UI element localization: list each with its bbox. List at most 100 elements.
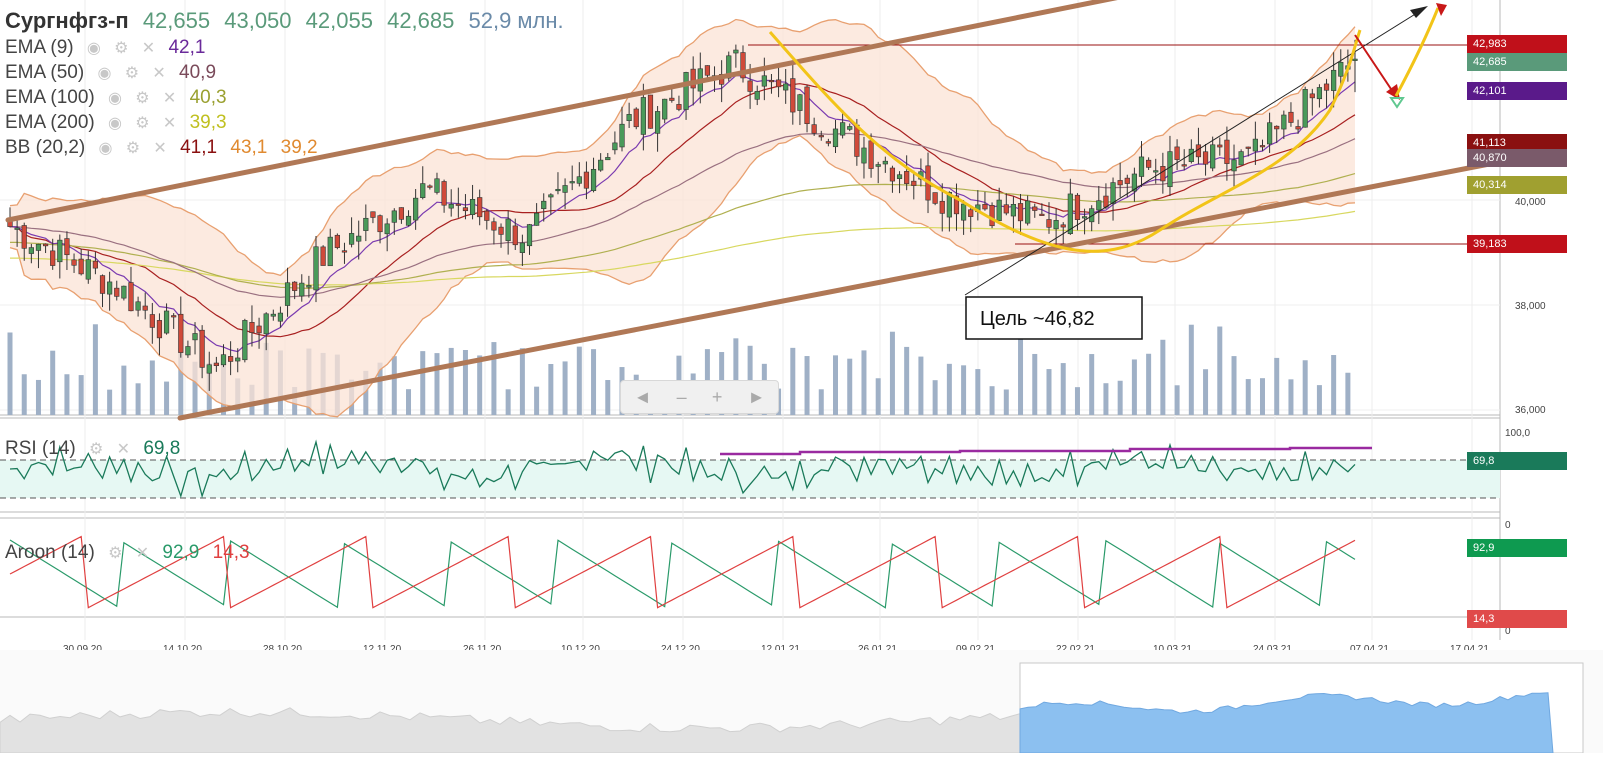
- volume-bar: [975, 369, 981, 415]
- ticker-symbol: Сургнфгз-п: [5, 8, 129, 33]
- candle: [99, 275, 106, 294]
- gear-icon[interactable]: ⚙: [124, 65, 140, 82]
- candle: [704, 65, 711, 76]
- volume-bar: [149, 360, 155, 415]
- volume-bar: [534, 386, 540, 415]
- x-axis-label: 14.10.20: [163, 644, 202, 655]
- candle: [405, 215, 412, 226]
- candle: [1131, 173, 1137, 192]
- candle: [562, 185, 568, 193]
- legend-ema9: EMA (9) ◉ ⚙ ✕ 42,1: [5, 37, 205, 59]
- candle: [1074, 194, 1081, 220]
- eye-icon[interactable]: ◉: [98, 140, 113, 157]
- candle: [484, 210, 490, 221]
- volume-bar: [1089, 354, 1095, 415]
- candle: [1259, 145, 1266, 148]
- volume-bar: [591, 349, 597, 415]
- candle: [370, 211, 376, 218]
- legend-aroon: Aroon (14) ⚙ ✕ 92,9 14,3: [5, 542, 250, 564]
- aroon-axis-0: 0: [1505, 626, 1511, 637]
- close-icon[interactable]: ✕: [135, 545, 150, 562]
- legend-ema100-value: 40,3: [189, 87, 227, 108]
- close-icon[interactable]: ✕: [152, 65, 166, 82]
- gear-icon[interactable]: ⚙: [89, 441, 104, 458]
- eye-icon[interactable]: ◉: [108, 115, 123, 132]
- eye-icon[interactable]: ◉: [97, 65, 112, 82]
- scroll-left-button[interactable]: ◄: [633, 386, 652, 407]
- candle: [911, 180, 917, 186]
- candle: [1060, 224, 1066, 228]
- x-axis-label: 10.03.21: [1153, 644, 1192, 655]
- eye-icon[interactable]: ◉: [108, 90, 123, 107]
- candle: [1331, 69, 1337, 91]
- candle: [1124, 177, 1130, 184]
- gear-icon[interactable]: ⚙: [114, 40, 129, 57]
- close-icon[interactable]: ✕: [162, 90, 177, 107]
- close-icon[interactable]: ✕: [162, 115, 177, 132]
- aroon-up-tag: 92,9: [1467, 539, 1567, 557]
- candle: [541, 200, 547, 209]
- price-tag-bb-mid: 41,113: [1467, 134, 1567, 152]
- volume-bar: [1103, 383, 1109, 415]
- volume-bar: [861, 350, 867, 415]
- zoom-out-button[interactable]: –: [676, 386, 687, 407]
- scroll-right-button[interactable]: ►: [747, 386, 766, 407]
- close-icon[interactable]: ✕: [116, 441, 131, 458]
- volume-bar: [491, 342, 497, 415]
- candle: [754, 91, 760, 100]
- volume-bar: [548, 364, 554, 415]
- candle: [534, 212, 540, 226]
- volume-bar: [576, 346, 582, 415]
- volume-bar: [1288, 379, 1294, 415]
- candle: [85, 259, 91, 280]
- candle: [185, 346, 191, 356]
- close-icon[interactable]: ✕: [153, 140, 167, 157]
- candle: [590, 168, 597, 191]
- eye-icon[interactable]: ◉: [86, 40, 101, 57]
- volume-bar: [1259, 378, 1265, 415]
- volume-bar: [7, 332, 13, 415]
- candle: [1153, 170, 1159, 173]
- candle: [989, 205, 995, 227]
- price-tick-36: 36,000: [1515, 405, 1546, 416]
- candle: [42, 243, 49, 247]
- candle: [142, 305, 148, 311]
- candle: [904, 171, 910, 184]
- volume-bar: [1302, 360, 1308, 415]
- candle: [775, 79, 782, 88]
- candle: [455, 203, 461, 206]
- candle: [348, 233, 355, 245]
- x-axis-label: 26.11.20: [463, 644, 502, 655]
- candle: [199, 329, 205, 368]
- close-icon[interactable]: ✕: [141, 40, 156, 57]
- candle: [683, 72, 689, 110]
- candle: [690, 68, 696, 89]
- gear-icon[interactable]: ⚙: [135, 115, 150, 132]
- volume-bar: [420, 351, 426, 415]
- candle: [626, 114, 632, 121]
- volume-bar: [989, 386, 995, 415]
- zoom-in-button[interactable]: +: [711, 386, 723, 407]
- candle: [1081, 216, 1088, 219]
- legend-bb-label: BB (20,2): [5, 137, 86, 158]
- volume-bar: [92, 324, 98, 415]
- gear-icon[interactable]: ⚙: [125, 140, 141, 157]
- candle: [932, 192, 938, 204]
- candle: [420, 183, 426, 198]
- candle: [313, 246, 319, 291]
- candle: [889, 167, 896, 182]
- volume-bar: [889, 331, 895, 415]
- volume-bar: [477, 355, 483, 415]
- candle: [114, 287, 120, 297]
- legend-ema200: EMA (200) ◉ ⚙ ✕ 39,3: [5, 112, 227, 134]
- gear-icon[interactable]: ⚙: [135, 90, 150, 107]
- gear-icon[interactable]: ⚙: [108, 545, 123, 562]
- candle: [804, 86, 810, 125]
- candle: [1238, 151, 1244, 166]
- legend-ema200-value: 39,3: [189, 112, 227, 133]
- volume-bar: [78, 375, 84, 415]
- ohlc-low: 42,055: [305, 8, 373, 33]
- candle: [163, 310, 170, 334]
- volume-bar: [1160, 339, 1166, 415]
